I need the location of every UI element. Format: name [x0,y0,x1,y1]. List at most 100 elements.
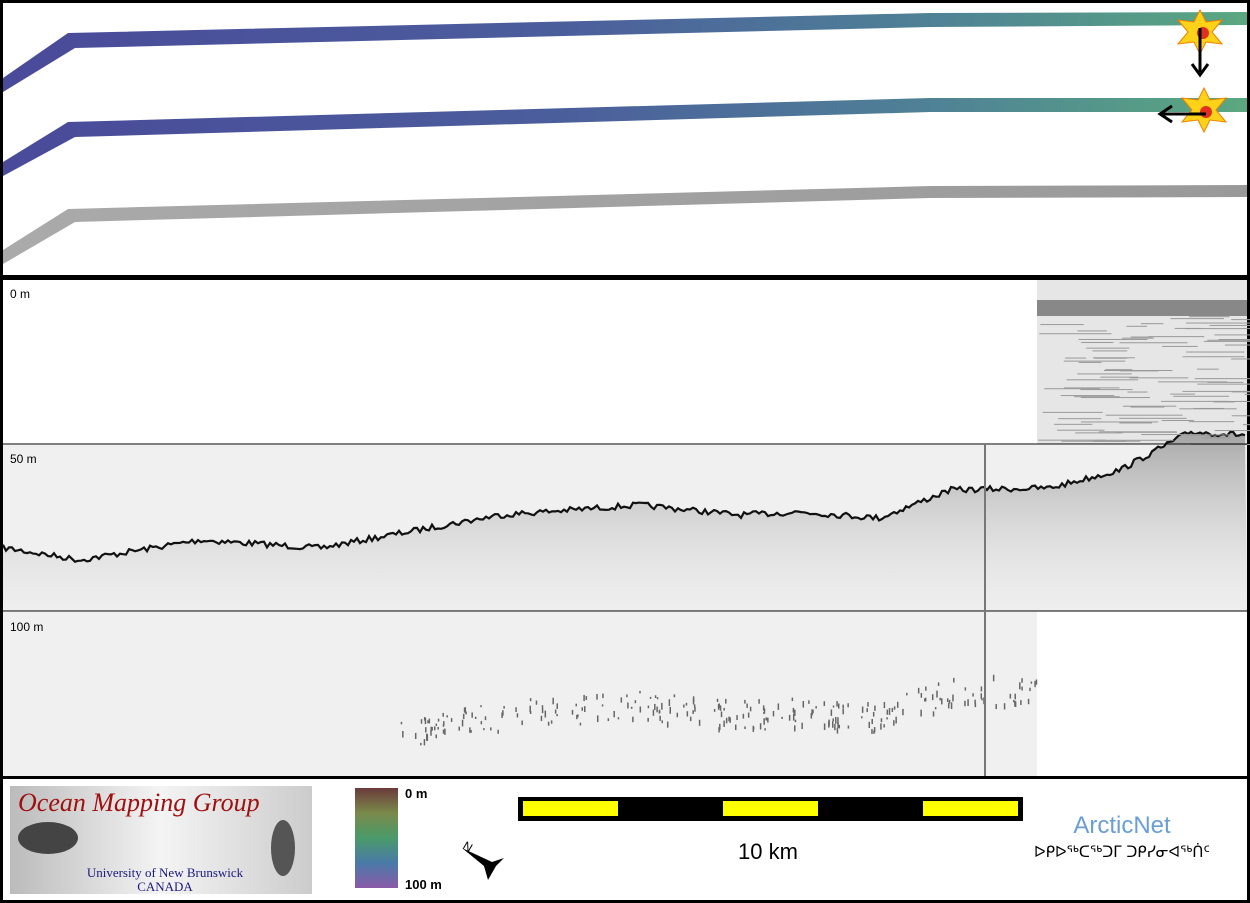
echo-texture [934,707,937,710]
echo-texture [967,699,969,706]
echo-texture [765,717,768,721]
echo-texture [808,700,810,704]
echo-texture [556,714,558,717]
echo-texture [764,728,766,731]
echo-texture [1209,324,1250,326]
echo-texture [1021,686,1023,691]
echo-texture [952,694,954,702]
echo-texture [1105,369,1133,371]
echo-texture [749,706,752,712]
echo-texture [1213,401,1235,403]
echo-texture [1185,434,1230,436]
echogram-band [1037,300,1247,316]
echo-texture [3,431,1247,611]
scale-segment [923,801,1018,816]
echo-texture [698,719,701,726]
echo-texture [556,703,558,709]
echo-texture [1035,679,1038,685]
echo-texture [1094,439,1174,441]
echo-texture [1119,417,1187,419]
echo-texture [1170,393,1196,395]
echo-texture [920,709,922,717]
echo-texture [831,721,834,728]
echo-texture [1044,388,1100,390]
echo-texture [1173,395,1229,397]
echo-texture [1127,391,1148,393]
echo-texture [552,697,554,705]
echo-texture [812,709,814,714]
echo-texture [692,710,694,714]
echo-texture [719,705,722,711]
echo-texture [428,718,431,724]
echo-texture [1207,381,1244,383]
echo-texture [891,707,894,712]
echo-texture [931,694,934,701]
echo-texture [1040,324,1084,326]
echo-texture [932,711,935,717]
echo-texture [607,718,610,722]
echo-texture [720,711,723,718]
echo-texture [992,674,995,682]
swath-color [3,98,1247,176]
echo-texture [1021,678,1023,683]
echo-texture [1009,693,1012,699]
colorbar [355,788,398,888]
echo-texture [874,705,876,711]
echo-texture [1204,437,1231,439]
echo-texture [772,711,775,717]
echo-texture [1066,379,1139,381]
track-markers [1157,8,1228,134]
echo-texture [630,706,633,709]
echo-texture [581,707,584,711]
echo-texture [924,698,926,702]
echo-texture [866,708,868,713]
echo-texture [1034,680,1036,688]
echo-texture [666,721,669,728]
echo-texture [652,709,655,716]
echo-texture [1141,434,1200,436]
echo-texture [868,721,871,729]
echo-texture [1020,700,1022,705]
echo-texture [838,724,841,729]
echo-texture [1080,389,1133,391]
echo-texture [461,719,464,727]
echo-texture [947,702,950,709]
echo-texture [1162,345,1198,347]
echo-texture [964,687,967,691]
echo-texture [1182,390,1250,392]
echo-texture [828,721,830,728]
echo-texture [433,726,436,731]
echo-texture [883,701,886,709]
echo-texture [1193,407,1224,409]
echo-texture [1056,429,1105,431]
echo-texture [794,719,797,723]
echo-texture [620,697,623,703]
echo-texture [723,720,725,727]
echo-texture [871,729,873,734]
echo-texture [1126,325,1148,327]
logo-text: CANADA [137,879,193,894]
echo-texture [659,715,661,721]
echo-texture [1130,406,1165,408]
echo-texture [1029,687,1031,692]
echo-texture [654,695,657,699]
echo-texture [815,706,817,709]
echo-texture [1130,336,1153,338]
echo-texture [1231,415,1250,417]
echo-texture [1077,330,1107,332]
echo-texture [1013,700,1015,703]
echo-texture [516,713,519,718]
echo-texture [742,713,745,719]
echo-texture [1058,418,1102,420]
echo-texture [480,721,483,725]
echo-texture [1077,373,1132,375]
echo-texture [669,706,672,714]
echo-texture [1170,318,1224,320]
echo-texture [596,715,599,723]
echo-texture [694,707,696,712]
echo-texture [446,715,448,718]
echo-texture [1094,357,1127,359]
echo-texture [763,712,765,715]
echo-texture [980,686,983,692]
